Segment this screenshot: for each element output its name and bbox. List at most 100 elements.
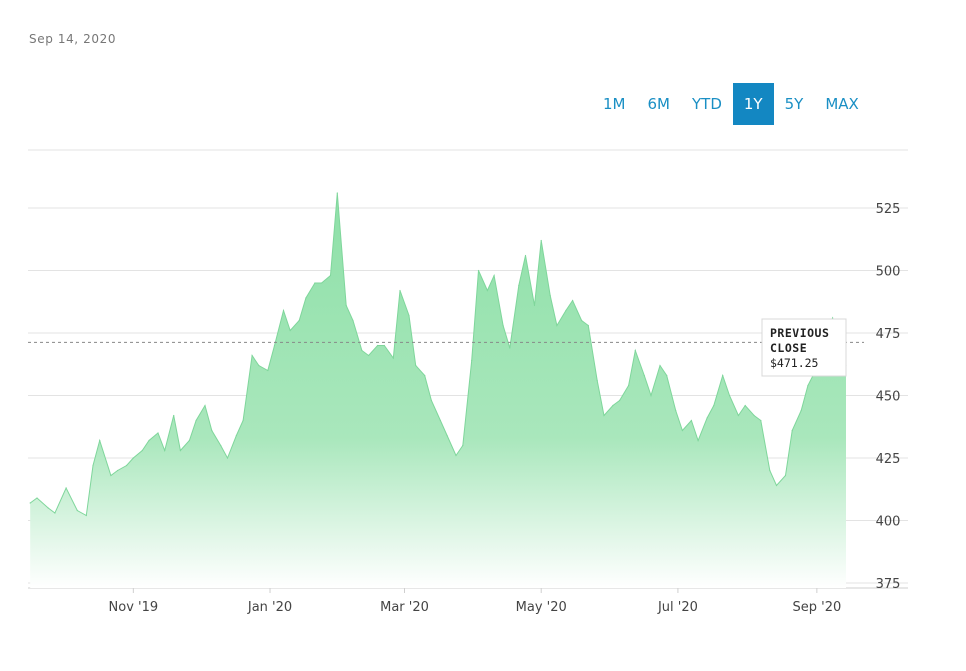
- price-point: [753, 414, 755, 417]
- price-point: [775, 484, 778, 487]
- price-point: [110, 474, 112, 477]
- price-point: [455, 454, 457, 457]
- price-point: [352, 319, 354, 322]
- price-point: [361, 349, 363, 352]
- y-tick-label: 400: [876, 515, 901, 530]
- price-point: [321, 282, 323, 284]
- price-point: [314, 282, 316, 284]
- price-point: [706, 417, 708, 419]
- price-point: [377, 344, 379, 347]
- price-point: [408, 314, 410, 317]
- price-point: [36, 497, 38, 499]
- price-point: [76, 509, 78, 512]
- price-point: [502, 324, 504, 327]
- x-tick-label: May '20: [516, 600, 567, 615]
- price-point: [173, 414, 175, 417]
- price-point: [556, 324, 558, 327]
- price-point: [85, 514, 87, 517]
- price-point: [587, 324, 589, 327]
- price-point: [220, 444, 222, 447]
- previous-close-label-line2: CLOSE: [770, 341, 807, 355]
- y-tick-label: 525: [876, 202, 901, 217]
- price-point: [549, 294, 551, 297]
- x-tick-label: Jul '20: [657, 600, 698, 615]
- price-point: [446, 434, 448, 437]
- price-point: [791, 429, 793, 432]
- y-tick-label: 450: [876, 390, 901, 405]
- x-axis: Nov '19 Jan '20 Mar '20 May '20 Jul '20 Sep '…: [109, 588, 841, 615]
- range-1m-button[interactable]: 1M: [603, 95, 626, 113]
- range-selector: 1M 6M YTD 1Y 5Y MAX: [592, 83, 870, 125]
- price-point: [383, 344, 385, 347]
- price-point: [603, 414, 605, 417]
- price-point: [650, 394, 652, 397]
- price-point: [471, 359, 473, 362]
- x-tick-label: Nov '19: [109, 600, 159, 615]
- price-point: [148, 439, 150, 442]
- price-point: [697, 439, 699, 442]
- price-point: [141, 449, 143, 452]
- price-point: [424, 374, 426, 377]
- x-tick-label: Mar '20: [380, 600, 429, 615]
- range-max-button[interactable]: MAX: [825, 95, 859, 113]
- price-point: [47, 507, 49, 509]
- price-point: [769, 469, 771, 472]
- chart-date: Sep 14, 2020: [29, 32, 117, 46]
- price-point: [675, 409, 677, 412]
- price-point: [54, 512, 56, 514]
- range-5y-button[interactable]: 5Y: [784, 95, 804, 113]
- price-point: [179, 449, 181, 452]
- y-tick-label: 375: [876, 577, 901, 592]
- price-point: [188, 439, 190, 442]
- price-area: [30, 193, 846, 588]
- price-point: [92, 464, 94, 467]
- x-tick-label: Jan '20: [247, 600, 292, 615]
- price-point: [399, 289, 401, 292]
- price-point: [832, 317, 834, 319]
- previous-close-box: [761, 318, 847, 377]
- price-point: [65, 487, 67, 489]
- price-point: [242, 419, 244, 422]
- y-tick-label: 425: [876, 452, 901, 467]
- range-6m-button[interactable]: 6M: [647, 95, 671, 113]
- range-ytd-button[interactable]: YTD: [692, 95, 722, 113]
- price-point: [164, 449, 166, 452]
- range-1y-button[interactable]: 1Y: [732, 83, 774, 125]
- price-point: [211, 429, 213, 432]
- price-point: [289, 329, 291, 332]
- price-point: [368, 354, 370, 357]
- price-point: [596, 379, 598, 382]
- price-point: [282, 309, 285, 312]
- price-point: [744, 404, 746, 407]
- price-point: [628, 384, 630, 387]
- price-point: [462, 444, 464, 447]
- price-point: [157, 432, 159, 434]
- price-point: [807, 384, 809, 387]
- price-point: [117, 469, 119, 472]
- price-point: [126, 464, 128, 467]
- price-point: [713, 404, 715, 407]
- price-point: [643, 374, 645, 377]
- y-axis: 375 400 425 450 475 500 525: [876, 202, 901, 592]
- price-line: [29, 192, 847, 517]
- price-point: [800, 409, 802, 412]
- price-point: [681, 429, 684, 432]
- price-point: [305, 297, 307, 299]
- price-point: [728, 394, 731, 397]
- price-point: [204, 404, 206, 407]
- price-point: [273, 344, 276, 347]
- price-point: [612, 404, 614, 407]
- price-point: [666, 374, 668, 377]
- price-point: [392, 357, 394, 359]
- price-point: [619, 399, 621, 402]
- x-tick-label: Sep '20: [792, 600, 841, 615]
- price-point: [235, 434, 237, 437]
- price-point: [565, 309, 567, 312]
- price-point: [430, 399, 432, 402]
- price-point: [581, 319, 583, 322]
- price-point: [509, 347, 511, 349]
- price-point: [722, 374, 724, 377]
- price-point: [29, 502, 31, 504]
